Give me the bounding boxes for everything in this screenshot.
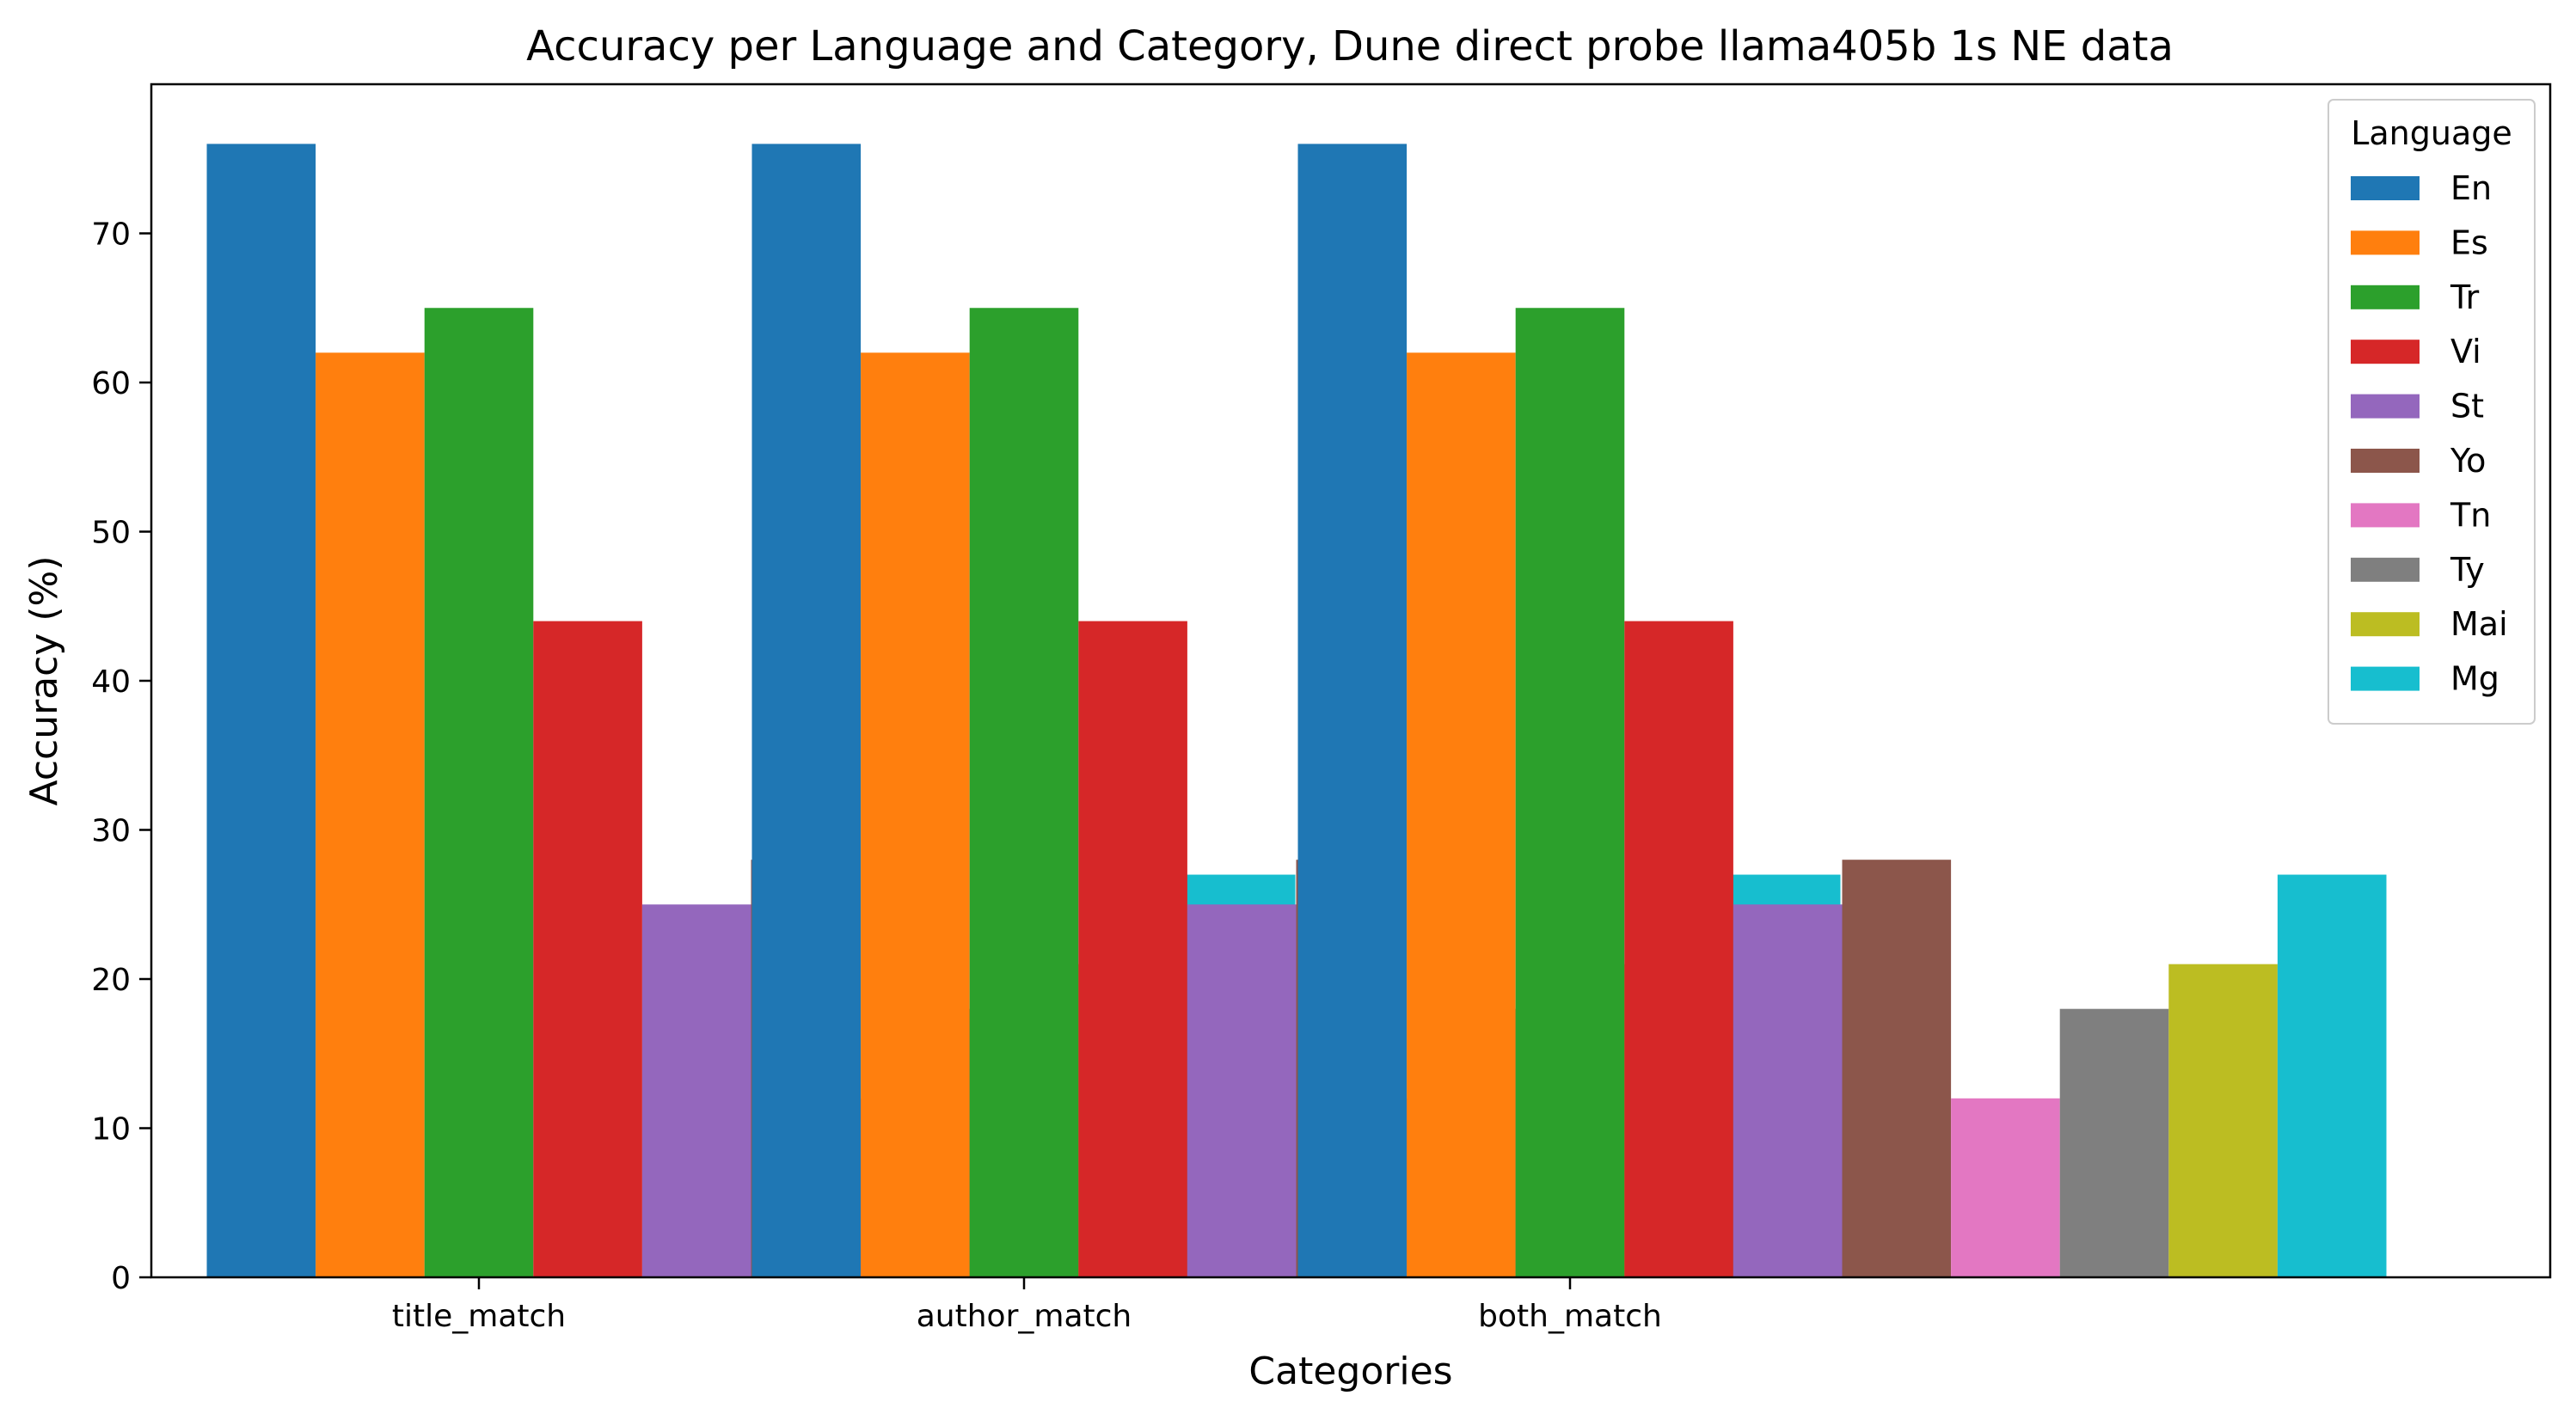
legend-swatch-es	[2351, 230, 2420, 255]
bar-es-both-match	[1407, 352, 1516, 1277]
bar-st-author-match	[1187, 904, 1297, 1277]
bars-layer	[206, 144, 2387, 1277]
y-axis: 0 10 20 30 40 50 60 70	[91, 217, 151, 1296]
bar-ty-both-match	[2059, 1008, 2169, 1277]
y-tick-label: 60	[91, 366, 131, 401]
y-axis-label: Accuracy (%)	[22, 555, 66, 805]
y-tick-label: 30	[91, 814, 131, 849]
bar-en-title-match	[206, 144, 316, 1277]
y-tick-label: 50	[91, 516, 131, 551]
x-axis-label: Categories	[1248, 1350, 1452, 1393]
y-tick-label: 20	[91, 963, 131, 998]
bar-es-title-match	[316, 352, 425, 1277]
legend-label-yo: Yo	[2450, 442, 2486, 480]
legend-label-vi: Vi	[2450, 333, 2481, 370]
bar-en-author-match	[751, 144, 862, 1277]
x-axis: title_match author_match both_match	[392, 1277, 1662, 1334]
chart-title: Accuracy per Language and Category, Dune…	[526, 22, 2174, 70]
legend-label-tn: Tn	[2450, 496, 2491, 534]
bar-vi-both-match	[1624, 621, 1733, 1277]
legend-swatch-vi	[2351, 340, 2420, 364]
legend-swatch-st	[2351, 394, 2420, 419]
legend-label-st: St	[2450, 388, 2484, 425]
legend-title: Language	[2351, 114, 2512, 152]
x-tick-label: title_match	[392, 1299, 566, 1334]
legend-swatch-tr	[2351, 285, 2420, 309]
bar-tr-author-match	[969, 308, 1079, 1277]
y-tick-label: 40	[91, 664, 131, 700]
bar-st-both-match	[1733, 904, 1843, 1277]
legend-label-ty: Ty	[2450, 551, 2485, 589]
legend-label-mai: Mai	[2450, 605, 2508, 643]
legend-swatch-mai	[2351, 612, 2420, 637]
bar-mg-both-match	[2277, 874, 2387, 1277]
legend: Language En Es Tr Vi St Yo Tn Ty Mai Mg	[2328, 99, 2536, 725]
y-tick-label: 70	[91, 217, 131, 253]
bar-vi-author-match	[1078, 621, 1187, 1277]
bar-mai-both-match	[2168, 964, 2278, 1277]
legend-label-tr: Tr	[2450, 278, 2480, 316]
legend-swatch-tn	[2351, 503, 2420, 528]
legend-label-es: Es	[2450, 223, 2488, 261]
bar-yo-both-match	[1842, 860, 1952, 1277]
legend-label-mg: Mg	[2450, 660, 2499, 698]
legend-swatch-en	[2351, 176, 2420, 200]
y-tick-label: 0	[111, 1261, 131, 1296]
legend-swatch-yo	[2351, 449, 2420, 473]
x-tick-label: both_match	[1478, 1299, 1662, 1334]
bar-tr-title-match	[424, 308, 534, 1277]
bar-es-author-match	[861, 352, 970, 1277]
legend-label-en: En	[2450, 169, 2492, 207]
legend-swatch-ty	[2351, 557, 2420, 582]
bar-vi-title-match	[533, 621, 642, 1277]
x-tick-label: author_match	[917, 1299, 1132, 1334]
bar-en-both-match	[1297, 144, 1408, 1277]
y-tick-label: 10	[91, 1112, 131, 1148]
bar-tn-both-match	[1951, 1098, 2060, 1277]
bar-tr-both-match	[1515, 308, 1625, 1277]
bar-st-title-match	[641, 904, 751, 1277]
legend-swatch-mg	[2351, 666, 2420, 691]
